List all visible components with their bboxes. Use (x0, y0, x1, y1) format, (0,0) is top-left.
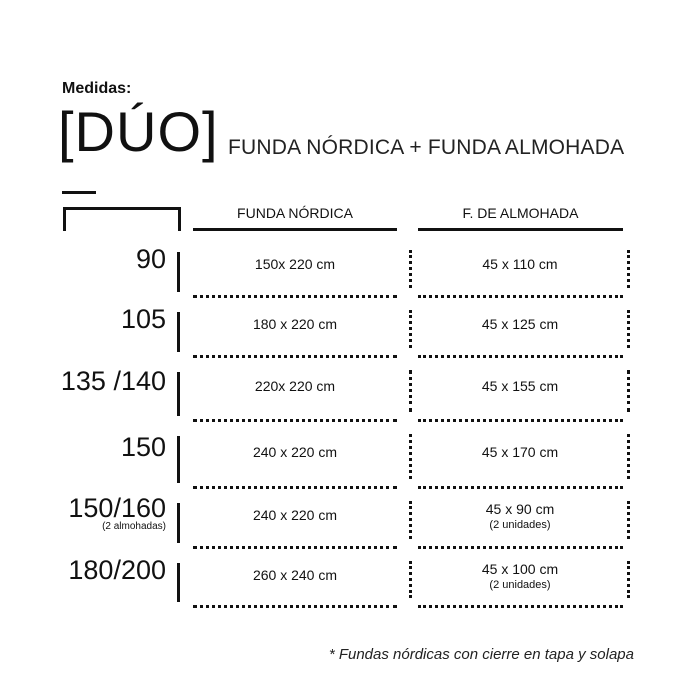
bed-size: 150/160 (68, 493, 166, 523)
duvet-size: 240 x 220 cm (252, 443, 338, 460)
dotted-divider (627, 250, 630, 288)
dotted-divider (409, 370, 412, 412)
bed-size: 180/200 (68, 554, 166, 585)
pillow-size-value: 45 x 90 cm (485, 501, 555, 517)
dotted-rule (418, 605, 623, 608)
row-bar (177, 436, 180, 483)
pillow-size-value: 45 x 170 cm (481, 443, 559, 460)
duvet-size: 260 x 240 cm (252, 566, 338, 583)
dotted-divider (409, 250, 412, 288)
dotted-divider (409, 310, 412, 348)
bed-size: 105 (120, 304, 166, 334)
pillow-size-value: 45 x 100 cm (481, 560, 559, 577)
bed-size: 90 (135, 244, 166, 274)
row-bar (177, 312, 180, 352)
dotted-rule (418, 295, 623, 298)
dotted-divider (409, 561, 412, 598)
pillow-size-value: 45 x 110 cm (482, 256, 558, 272)
row-bar (177, 372, 180, 416)
pillow-size: 45 x 125 cm (412, 316, 628, 332)
dotted-rule (193, 546, 397, 549)
duvet-size: 240 x 220 cm (252, 507, 338, 523)
row-bar (177, 252, 180, 292)
pillow-size-value: 45 x 155 cm (481, 378, 559, 394)
pillow-size: 45 x 90 cm (2 unidades) (412, 501, 628, 531)
brand-title: [DÚO] (58, 100, 219, 163)
pillow-note: (2 unidades) (489, 519, 551, 531)
footnote: * Fundas nórdicas con cierre en tapa y s… (328, 646, 634, 663)
dotted-rule (418, 546, 623, 549)
duvet-size: 220x 220 cm (254, 378, 336, 394)
pillow-size: 45 x 100 cm (2 unidades) (412, 561, 628, 591)
bed-size-note: (2 almohadas) (102, 521, 166, 532)
pillow-size: 45 x 110 cm (412, 256, 628, 272)
row-bar (177, 503, 180, 543)
dotted-divider (627, 434, 630, 479)
column-header-pillow: F. DE ALMOHADA (462, 205, 579, 221)
dotted-divider (627, 370, 630, 412)
dotted-divider (409, 434, 412, 479)
bed-frame-icon (63, 207, 181, 231)
bed-size: 135 /140 (60, 366, 166, 396)
pillow-size: 45 x 155 cm (412, 378, 628, 394)
duvet-size: 180 x 220 cm (252, 316, 338, 332)
dotted-rule (418, 486, 623, 489)
pillow-size: 45 x 170 cm (412, 444, 628, 460)
bed-size: 150 (120, 431, 166, 462)
dotted-rule (193, 295, 397, 298)
dotted-rule (193, 419, 397, 422)
measures-label: Medidas: (62, 80, 132, 97)
dotted-rule (418, 419, 623, 422)
column-rule (193, 228, 397, 231)
product-subtitle: FUNDA NÓRDICA + FUNDA ALMOHADA (228, 136, 625, 159)
dotted-rule (193, 355, 397, 358)
dotted-divider (627, 561, 630, 598)
column-rule (418, 228, 623, 231)
bed-icon (62, 191, 96, 194)
dotted-rule (193, 605, 397, 608)
dotted-rule (418, 355, 623, 358)
dotted-divider (627, 310, 630, 348)
column-header-duvet: FUNDA NÓRDICA (237, 205, 353, 221)
row-bar (177, 563, 180, 602)
dotted-divider (627, 501, 630, 539)
dotted-rule (193, 486, 397, 489)
duvet-size: 150x 220 cm (254, 256, 336, 272)
pillow-note: (2 unidades) (489, 578, 551, 591)
pillow-size-value: 45 x 125 cm (481, 316, 559, 332)
dotted-divider (409, 501, 412, 539)
